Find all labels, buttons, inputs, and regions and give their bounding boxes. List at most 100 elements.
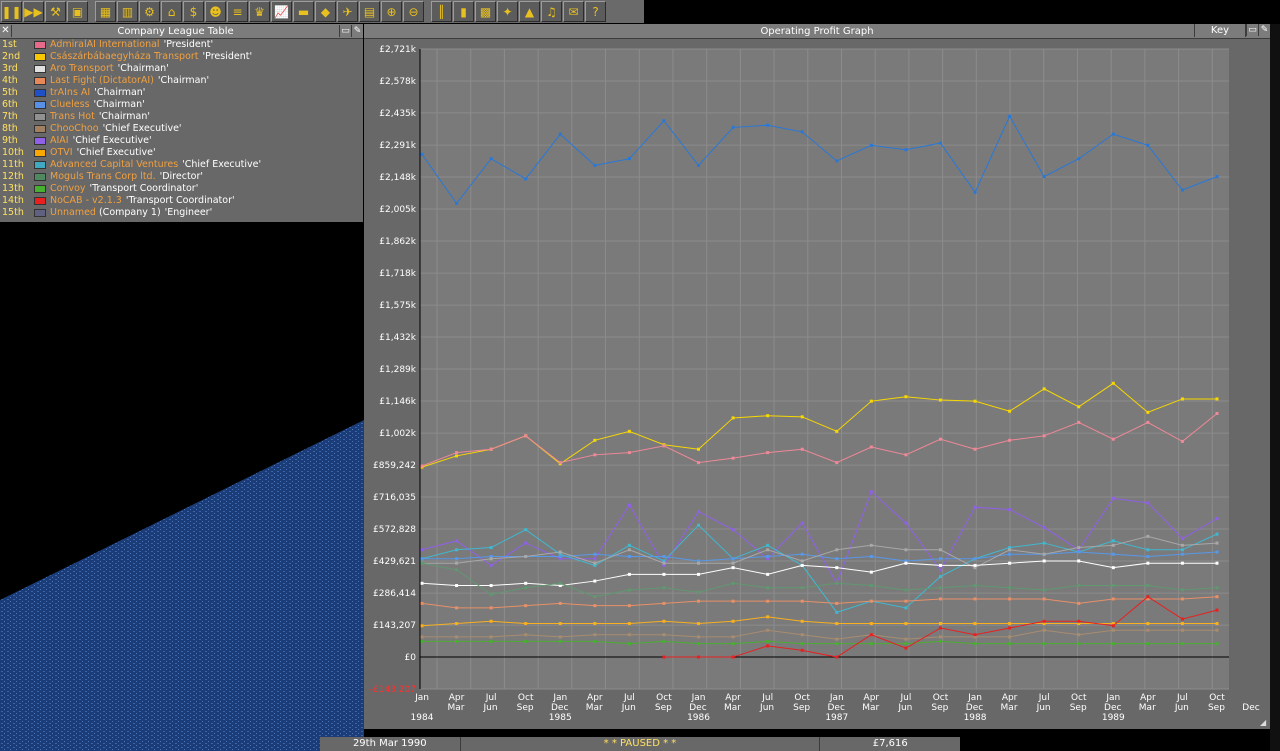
data-point — [662, 619, 666, 623]
data-point — [1111, 496, 1115, 500]
finances-button[interactable]: $ — [183, 1, 204, 22]
data-point — [973, 566, 977, 570]
data-point — [524, 554, 528, 558]
data-point — [593, 438, 597, 442]
data-point — [1042, 597, 1046, 601]
league-row[interactable]: 12th Moguls Trans Corp ltd. 'Director' — [0, 171, 363, 183]
league-row[interactable]: 8th ChooChoo 'Chief Executive' — [0, 123, 363, 135]
company-league-window: ✕ Company League Table ▭ ✎ 1st AdmiralAI … — [0, 24, 363, 222]
close-icon[interactable]: ✕ — [0, 25, 12, 37]
data-point — [835, 601, 839, 605]
data-point — [1215, 586, 1219, 590]
zoom-in-button[interactable]: ⊕ — [381, 1, 402, 22]
league-row[interactable]: 15th Unnamed (Company 1) 'Engineer' — [0, 207, 363, 219]
resize-grip-icon[interactable]: ◢ — [1260, 718, 1267, 727]
league-button[interactable]: ♛ — [249, 1, 270, 22]
data-point — [938, 639, 942, 643]
league-position: 10th — [2, 147, 24, 158]
company-rank: 'Chief Executive' — [72, 135, 152, 146]
data-point — [766, 628, 770, 632]
data-point — [800, 633, 804, 637]
newspaper-button[interactable]: ✉ — [563, 1, 584, 22]
key-button[interactable]: Key — [1194, 24, 1246, 37]
league-row[interactable]: 14th NoCAB - v2.1.3 'Transport Coordinator… — [0, 195, 363, 207]
pause-icon: ❚❚ — [1, 4, 22, 19]
music-button[interactable]: ♫ — [541, 1, 562, 22]
data-point — [731, 561, 735, 565]
x-tick-label-bottom: Jun — [483, 703, 498, 713]
x-tick-label-bottom: Mar — [862, 703, 879, 713]
zoom-out-button[interactable]: ⊖ — [403, 1, 424, 22]
fast-forward-button[interactable]: ▶▶ — [23, 1, 44, 22]
ships-button[interactable]: ◆ — [315, 1, 336, 22]
league-row[interactable]: 6th Clueless 'Chairman' — [0, 99, 363, 111]
shade-icon[interactable]: ▭ — [339, 25, 351, 37]
data-point — [1008, 635, 1012, 639]
settings-button[interactable]: ⚒ — [45, 1, 66, 22]
x-tick-year-label: 1988 — [964, 713, 987, 723]
data-point — [766, 615, 770, 619]
build-road-button[interactable]: ▮ — [453, 1, 474, 22]
league-row[interactable]: 2nd Császárbábaegyháza Transport 'Presiden… — [0, 51, 363, 63]
league-list: 1st AdmiralAI International 'President' 2nd… — [0, 39, 363, 219]
x-tick-label-bottom: Dec — [1242, 703, 1259, 713]
data-point — [904, 646, 908, 650]
company-colour-icon — [34, 77, 46, 85]
save-button[interactable]: ▣ — [67, 1, 88, 22]
league-row[interactable]: 10th OTVI 'Chief Executive' — [0, 147, 363, 159]
map-button[interactable]: ▦ — [95, 1, 116, 22]
data-point — [1008, 114, 1012, 118]
data-point — [938, 575, 942, 579]
league-row[interactable]: 11th Advanced Capital Ventures 'Chief Exec… — [0, 159, 363, 171]
graphs-button[interactable]: 📈 — [271, 1, 292, 22]
data-point — [489, 557, 493, 561]
build-airport-button[interactable]: ✦ — [497, 1, 518, 22]
data-point — [869, 622, 873, 626]
data-point — [489, 619, 493, 623]
help-button[interactable]: ? — [585, 1, 606, 22]
league-position: 2nd — [2, 51, 21, 62]
shade-icon[interactable]: ▭ — [1246, 24, 1258, 36]
company-button[interactable]: ☻ — [205, 1, 226, 22]
landscaping-button[interactable]: ▲ — [519, 1, 540, 22]
league-row[interactable]: 13th Convoy 'Transport Coordinator' — [0, 183, 363, 195]
stations-button[interactable]: ⌂ — [161, 1, 182, 22]
aircraft-button[interactable]: ✈ — [337, 1, 358, 22]
data-point — [731, 655, 735, 659]
graph-titlebar[interactable]: Operating Profit Graph Key ▭ ✎ — [364, 24, 1270, 39]
data-point — [489, 584, 493, 588]
league-row[interactable]: 5th trAIns AI 'Chairman' — [0, 87, 363, 99]
aircraft-icon: ✈ — [342, 4, 353, 19]
data-point — [938, 568, 942, 572]
league-row[interactable]: 1st AdmiralAI International 'President' — [0, 39, 363, 51]
data-point — [1042, 552, 1046, 556]
company-colour-icon — [34, 149, 46, 157]
water-terrain — [0, 420, 364, 751]
build-rail-button[interactable]: ║ — [431, 1, 452, 22]
league-row[interactable]: 4th Last Fight (DictatorAI) 'Chairman' — [0, 75, 363, 87]
pause-button[interactable]: ❚❚ — [1, 1, 22, 22]
data-point — [1146, 548, 1150, 552]
data-point — [973, 447, 977, 451]
build-water-button[interactable]: ▩ — [475, 1, 496, 22]
league-row[interactable]: 7th Trans Hot 'Chairman' — [0, 111, 363, 123]
league-row[interactable]: 3rd Aro Transport 'Chairman' — [0, 63, 363, 75]
series-line — [421, 560, 1217, 587]
x-tick-year-label: 1984 — [411, 713, 434, 723]
road-vehicles-button[interactable]: ▬ — [293, 1, 314, 22]
data-point — [800, 552, 804, 556]
data-point — [973, 505, 977, 509]
league-position: 13th — [2, 183, 24, 194]
company-rank: 'Transport Coordinator' — [89, 183, 199, 194]
sticky-pin-icon[interactable]: ✎ — [351, 25, 363, 37]
league-row[interactable]: 9th AIAI 'Chief Executive' — [0, 135, 363, 147]
league-titlebar[interactable]: ✕ Company League Table ▭ ✎ — [0, 24, 363, 39]
town-directory-button[interactable]: ▥ — [117, 1, 138, 22]
x-tick-label: Apr — [1140, 693, 1156, 703]
sticky-pin-icon[interactable]: ✎ — [1258, 24, 1270, 36]
trains-button[interactable]: ▤ — [359, 1, 380, 22]
x-tick-label-bottom: Mar — [1001, 703, 1018, 713]
subsidies-button[interactable]: ⚙ — [139, 1, 160, 22]
x-tick-label: Jul — [623, 693, 635, 703]
story-button[interactable]: ≡ — [227, 1, 248, 22]
